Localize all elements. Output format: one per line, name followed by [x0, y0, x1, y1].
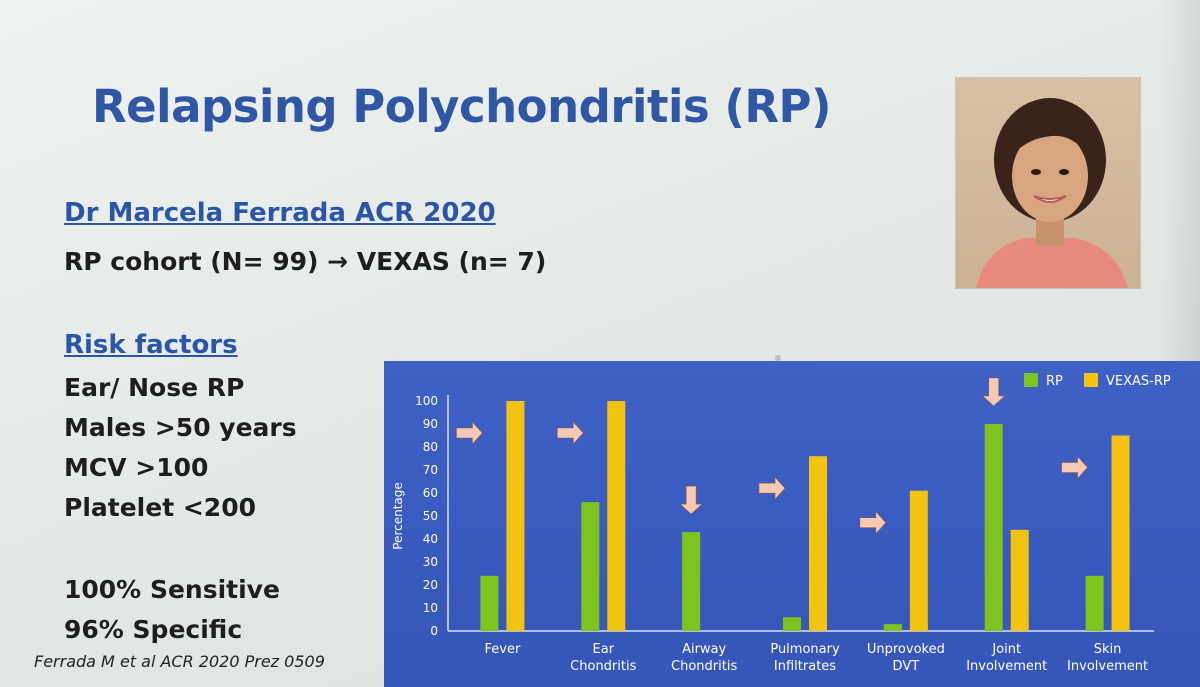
bar-rp [581, 502, 600, 631]
bar-rp [1085, 575, 1104, 631]
risk-factor-item: MCV >100 [64, 453, 209, 482]
bar-rp [480, 575, 499, 631]
legend-swatch [1084, 373, 1098, 387]
x-category-label: Ear [593, 642, 615, 657]
laser-pointer-dot [775, 355, 781, 361]
right-arrow-icon [456, 421, 483, 445]
bar-vexas-rp [1010, 529, 1029, 631]
bar-vexas-rp [506, 401, 525, 631]
bar-chart: 0 10 20 30 40 50 60 70 80 90 100 Percentage Fever Ear… [391, 373, 1171, 674]
risk-factor-item: Platelet <200 [64, 493, 256, 522]
x-category-label: Unprovoked [867, 642, 945, 657]
down-arrow-icon [981, 377, 1006, 407]
bar-rp [984, 424, 1003, 631]
risk-factor-item: Ear/ Nose RP [64, 373, 245, 402]
y-tick-label: 60 [423, 486, 438, 500]
risk-factor-item: Males >50 years [64, 413, 297, 442]
test-performance: 100% Sensitive 96% Specific [64, 570, 280, 650]
x-category-label: Chondritis [570, 659, 636, 674]
bar-rp [883, 624, 902, 631]
y-tick-label: 70 [423, 463, 438, 477]
x-category-label: DVT [893, 659, 920, 674]
bar-vexas-rp [909, 490, 928, 631]
specificity-text: 96% Specific [64, 615, 243, 644]
y-tick-label: 50 [423, 509, 438, 523]
bar-rp [682, 532, 701, 631]
x-category-label: Involvement [966, 659, 1047, 674]
right-arrow-icon [1061, 455, 1088, 480]
bar-vexas-rp [809, 456, 827, 631]
x-category-label: Pulmonary [770, 642, 840, 657]
citation: Ferrada M et al ACR 2020 Prez 0509 [34, 652, 325, 671]
bar-chart-panel: 0 10 20 30 40 50 60 70 80 90 100 Percentage Fever Ear… [384, 361, 1200, 687]
right-arrow-icon [556, 421, 584, 445]
presenter-portrait-image [956, 78, 1140, 288]
y-tick-label: 80 [423, 440, 438, 454]
sensitivity-text: 100% Sensitive [64, 575, 280, 604]
x-category-label: Involvement [1067, 659, 1148, 674]
y-tick-label: 10 [423, 601, 438, 615]
x-category-label: Infiltrates [774, 659, 836, 674]
x-category-label: Airway [682, 642, 726, 657]
legend-label: RP [1046, 374, 1063, 389]
y-tick-label: 0 [430, 624, 438, 638]
y-tick-label: 100 [415, 394, 438, 408]
bar-vexas-rp [607, 401, 626, 631]
risk-factors-heading: Risk factors [64, 330, 238, 360]
presenter-photo [956, 78, 1140, 288]
right-arrow-icon [859, 510, 887, 535]
bar-rp [783, 617, 801, 631]
slide-title: Relapsing Polychondritis (RP) [92, 80, 832, 133]
legend-swatch [1024, 373, 1038, 387]
risk-factors-list: Ear/ Nose RP Males >50 years MCV >100 Pl… [64, 368, 297, 528]
y-tick-label: 40 [423, 532, 438, 546]
x-category-label: Skin [1094, 642, 1122, 657]
legend-label: VEXAS-RP [1106, 374, 1171, 389]
x-category-label: Joint [991, 642, 1021, 657]
y-axis-label: Percentage [391, 482, 405, 550]
y-tick-label: 20 [423, 578, 438, 592]
cohort-line: RP cohort (N= 99) → VEXAS (n= 7) [64, 247, 547, 276]
right-arrow-icon [758, 476, 786, 500]
y-tick-label: 90 [423, 417, 438, 431]
x-category-label: Chondritis [671, 659, 737, 674]
reference-heading: Dr Marcela Ferrada ACR 2020 [64, 198, 496, 228]
down-arrow-icon [679, 485, 703, 515]
x-category-label: Fever [485, 642, 521, 657]
y-tick-label: 30 [423, 555, 438, 569]
bar-vexas-rp [1111, 435, 1130, 631]
